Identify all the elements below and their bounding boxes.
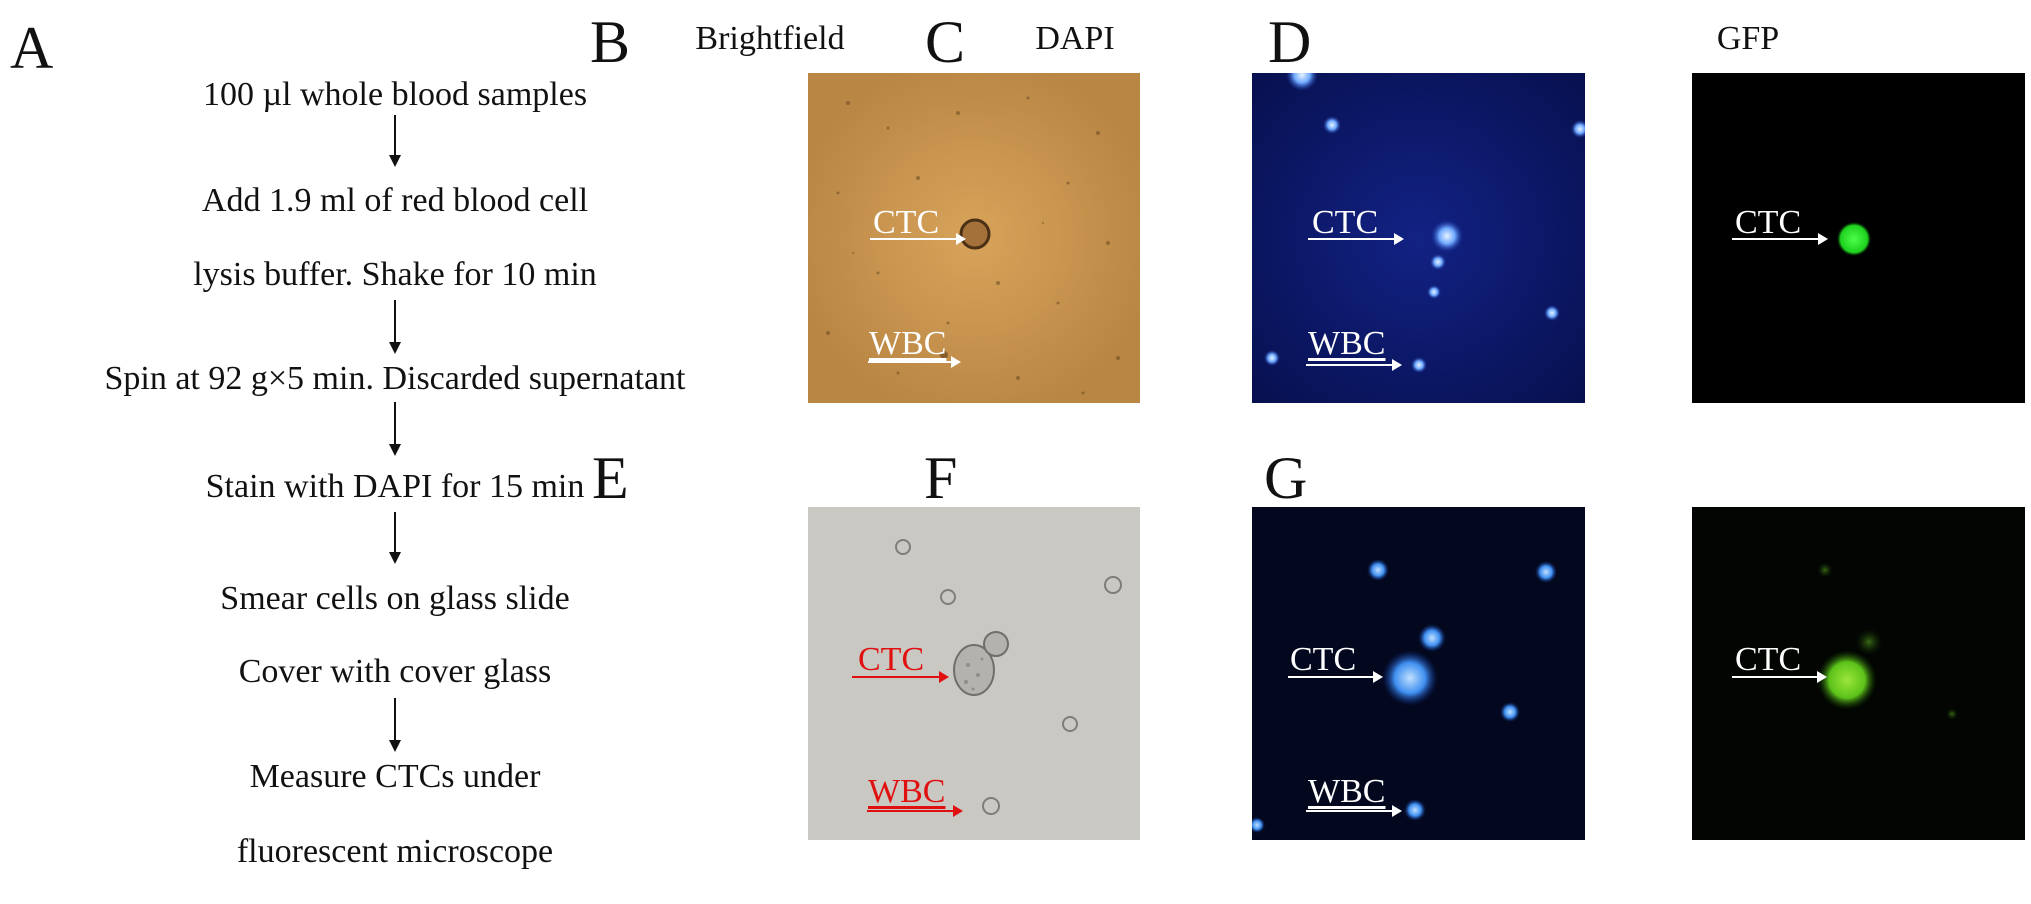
panel-letter-a: A — [10, 15, 54, 81]
dapi-top-ctc-label: CTC — [1312, 204, 1379, 241]
panel-letter-b: B — [590, 9, 631, 75]
brightfield-top-ctc-arrow — [870, 233, 966, 245]
dapi-bottom-cells — [1252, 507, 1585, 840]
gfp-bottom-ctc-arrow — [1732, 671, 1827, 683]
column-title-brightfield: Brightfield — [695, 20, 845, 57]
dapi-bottom-ctc-arrow — [1288, 671, 1383, 683]
brightfield-image-bottom — [808, 507, 1140, 840]
dapi-top-wbc-arrow — [1306, 359, 1402, 371]
workflow-arrow-4 — [389, 512, 401, 564]
column-title-gfp: GFP — [1716, 20, 1780, 57]
dapi-bottom-ctc-label: CTC — [1290, 641, 1357, 678]
dapi-top-ctc-arrow — [1308, 233, 1404, 245]
brightfield-image-top — [808, 73, 1140, 403]
gfp-bottom-cells — [1692, 507, 2025, 840]
gfp-top-ctc-label: CTC — [1735, 204, 1802, 241]
panel-letter-d: D — [1268, 9, 1312, 75]
gfp-image-bottom — [1692, 507, 2025, 840]
dapi-top-cells — [1252, 73, 1585, 403]
brightfield-bottom-ctc-arrow — [852, 671, 949, 683]
workflow-arrow-2 — [389, 300, 401, 354]
brightfield-bottom-wbc-arrow — [867, 805, 963, 817]
column-title-dapi: DAPI — [1035, 20, 1115, 57]
panel-letter-g: G — [1264, 445, 1308, 511]
panel-letter-f: F — [924, 445, 958, 511]
dapi-bottom-wbc-arrow — [1306, 805, 1402, 817]
dapi-top-wbc-label: WBC — [1308, 325, 1386, 362]
workflow-step-5: Smear cells on glass slide — [220, 580, 570, 617]
brightfield-bottom-cells — [808, 507, 1140, 840]
brightfield-top-ctc-label: CTC — [873, 204, 940, 241]
workflow-step-2-cont: lysis buffer. Shake for 10 min — [193, 256, 597, 293]
gfp-top-ctc-arrow — [1732, 233, 1828, 245]
workflow-step-4: Stain with DAPI for 15 min — [205, 468, 585, 505]
workflow-step-1: 100 µl whole blood samples — [202, 76, 588, 113]
workflow-arrow-1 — [389, 115, 401, 167]
brightfield-top-wbc-arrow — [868, 356, 961, 368]
panel-letter-c: C — [925, 9, 966, 75]
brightfield-bottom-ctc-label: CTC — [858, 641, 925, 678]
workflow-step-3: Spin at 92 g×5 min. Discarded supernatan… — [104, 360, 686, 397]
gfp-bottom-ctc-label: CTC — [1735, 641, 1802, 678]
workflow-step-2: Add 1.9 ml of red blood cell — [201, 182, 589, 219]
workflow-step-5-cont: Cover with cover glass — [238, 653, 552, 690]
workflow-step-6: Measure CTCs under — [249, 758, 541, 795]
gfp-image-top — [1692, 73, 2025, 403]
dapi-image-top — [1252, 73, 1585, 403]
workflow-arrow-5 — [389, 698, 401, 752]
workflow-step-6-cont: fluorescent microscope — [236, 833, 554, 870]
panel-letter-e: E — [592, 445, 629, 511]
workflow-arrow-3 — [389, 402, 401, 456]
brightfield-top-cells — [808, 73, 1140, 403]
brightfield-bottom-wbc-label: WBC — [868, 773, 946, 810]
brightfield-top-wbc-label: WBC — [869, 325, 947, 362]
dapi-image-bottom — [1252, 507, 1585, 840]
dapi-bottom-wbc-label: WBC — [1308, 773, 1386, 810]
